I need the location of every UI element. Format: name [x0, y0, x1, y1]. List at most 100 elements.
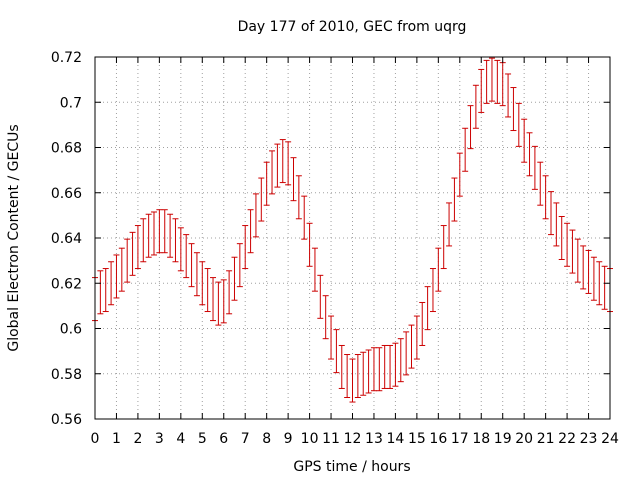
- x-tick-label: 19: [494, 431, 512, 447]
- data-point: [344, 354, 351, 399]
- data-point: [574, 238, 581, 283]
- x-tick-label: 21: [537, 431, 555, 447]
- data-point: [333, 329, 340, 374]
- y-tick-label: 0.58: [51, 367, 82, 383]
- data-point: [183, 234, 190, 279]
- data-point: [129, 231, 136, 276]
- data-point: [505, 73, 512, 118]
- x-tick-label: 24: [601, 431, 619, 447]
- data-point: [322, 295, 329, 340]
- data-point: [515, 102, 522, 147]
- x-tick-label: 10: [301, 431, 319, 447]
- data-point: [446, 202, 453, 247]
- x-tick-label: 6: [219, 431, 228, 447]
- data-point: [590, 256, 597, 301]
- data-point: [397, 338, 404, 383]
- data-point: [494, 59, 501, 104]
- data-point: [381, 344, 388, 389]
- data-point: [360, 351, 367, 396]
- y-axis-label: Global Electron Content / GECUs: [6, 124, 22, 351]
- data-point: [306, 222, 313, 267]
- data-point: [156, 209, 163, 254]
- data-point: [295, 175, 302, 220]
- data-point: [226, 270, 233, 315]
- data-point: [419, 301, 426, 346]
- data-point: [403, 331, 410, 376]
- data-point: [328, 315, 335, 360]
- data-point: [108, 261, 115, 306]
- data-point: [553, 202, 560, 247]
- data-point: [252, 193, 259, 238]
- data-point: [193, 252, 200, 297]
- x-tick-label: 8: [262, 431, 271, 447]
- x-tick-label: 20: [515, 431, 533, 447]
- data-point: [547, 191, 554, 236]
- data-point: [145, 213, 152, 258]
- data-point: [263, 161, 270, 206]
- data-point: [526, 132, 533, 177]
- y-tick-label: 0.66: [51, 186, 82, 202]
- y-tick-label: 0.68: [51, 141, 82, 157]
- y-tick-label: 0.62: [51, 276, 82, 292]
- data-point: [210, 277, 217, 322]
- data-point: [113, 254, 120, 299]
- data-point: [311, 247, 318, 292]
- data-point: [285, 141, 292, 186]
- data-point: [365, 349, 372, 394]
- data-point: [151, 211, 158, 256]
- data-point: [338, 344, 345, 389]
- data-point: [204, 268, 211, 313]
- y-tick-label: 0.6: [60, 322, 82, 338]
- data-point: [580, 245, 587, 290]
- x-tick-label: 1: [112, 431, 121, 447]
- data-point: [188, 243, 195, 288]
- y-tick-label: 0.7: [60, 95, 82, 111]
- x-tick-label: 22: [558, 431, 576, 447]
- data-point: [102, 268, 109, 313]
- x-tick-label: 7: [241, 431, 250, 447]
- data-point: [220, 279, 227, 324]
- data-point: [124, 238, 131, 283]
- data-point: [140, 218, 147, 263]
- data-point: [290, 157, 297, 202]
- x-tick-label: 4: [176, 431, 185, 447]
- data-point: [258, 177, 265, 222]
- data-point: [134, 225, 141, 270]
- data-point: [215, 281, 222, 326]
- data-point: [354, 354, 361, 399]
- data-point: [279, 139, 286, 184]
- data-point: [167, 213, 174, 258]
- x-tick-label: 18: [472, 431, 490, 447]
- data-point: [199, 261, 206, 306]
- data-point: [429, 268, 436, 313]
- data-point: [242, 225, 249, 270]
- data-point: [424, 286, 431, 331]
- data-point: [376, 347, 383, 392]
- data-point: [596, 261, 603, 306]
- data-point: [269, 150, 276, 195]
- data-point: [456, 152, 463, 197]
- data-point: [408, 324, 415, 369]
- data-point: [564, 222, 571, 267]
- x-tick-label: 13: [365, 431, 383, 447]
- data-point: [413, 315, 420, 360]
- data-point: [387, 344, 394, 389]
- data-point: [483, 59, 490, 104]
- data-point: [521, 118, 528, 163]
- y-tick-label: 0.72: [51, 50, 82, 66]
- x-tick-label: 11: [322, 431, 340, 447]
- x-tick-label: 17: [451, 431, 469, 447]
- x-tick-label: 23: [580, 431, 598, 447]
- data-point: [236, 243, 243, 288]
- x-tick-label: 9: [284, 431, 293, 447]
- x-tick-label: 12: [344, 431, 362, 447]
- data-point: [451, 177, 458, 222]
- data-point: [462, 127, 469, 172]
- data-point: [585, 249, 592, 294]
- x-tick-label: 3: [155, 431, 164, 447]
- x-tick-label: 5: [198, 431, 207, 447]
- data-point: [478, 68, 485, 113]
- chart-title: Day 177 of 2010, GEC from uqrg: [238, 19, 467, 35]
- data-point: [537, 161, 544, 206]
- data-point: [349, 358, 356, 403]
